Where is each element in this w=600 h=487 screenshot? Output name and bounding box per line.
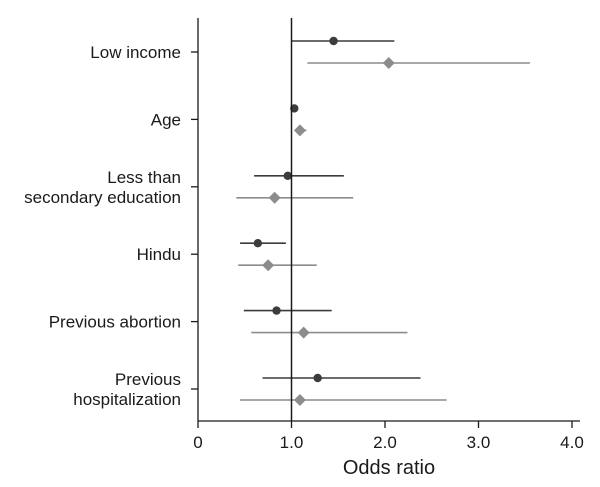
x-tick-label: 0	[193, 433, 202, 452]
x-tick-label: 1.0	[280, 433, 304, 452]
point-estimate-diamond	[293, 124, 306, 137]
x-tick-label: 3.0	[467, 433, 491, 452]
point-estimate-circle	[283, 171, 292, 180]
category-label: Low income	[90, 43, 181, 62]
point-estimate-diamond	[268, 191, 281, 204]
point-estimate-circle	[272, 306, 281, 315]
category-label: Hindu	[137, 245, 181, 264]
point-estimate-circle	[253, 239, 263, 248]
category-label: secondary education	[24, 188, 181, 207]
point-estimate-diamond	[297, 326, 310, 339]
axes	[197, 18, 580, 422]
point-estimate-diamond	[382, 57, 395, 69]
category-label: Previous	[115, 370, 181, 389]
x-tick-label: 2.0	[373, 433, 397, 452]
point-estimate-circle	[329, 36, 338, 46]
point-estimate-diamond	[293, 394, 306, 406]
category-label: Previous abortion	[49, 313, 181, 332]
category-label: Less than	[107, 168, 181, 187]
series-marks	[236, 36, 530, 406]
x-axis-title: Odds ratio	[343, 457, 435, 479]
category-label: Age	[151, 110, 181, 129]
point-estimate-circle	[313, 373, 322, 383]
category-label: hospitalization	[73, 390, 181, 409]
x-ticks: 0 1.0 2.0 3.0 4.0	[193, 421, 584, 452]
x-tick-label: 4.0	[560, 433, 584, 452]
point-estimate-diamond	[262, 259, 275, 272]
